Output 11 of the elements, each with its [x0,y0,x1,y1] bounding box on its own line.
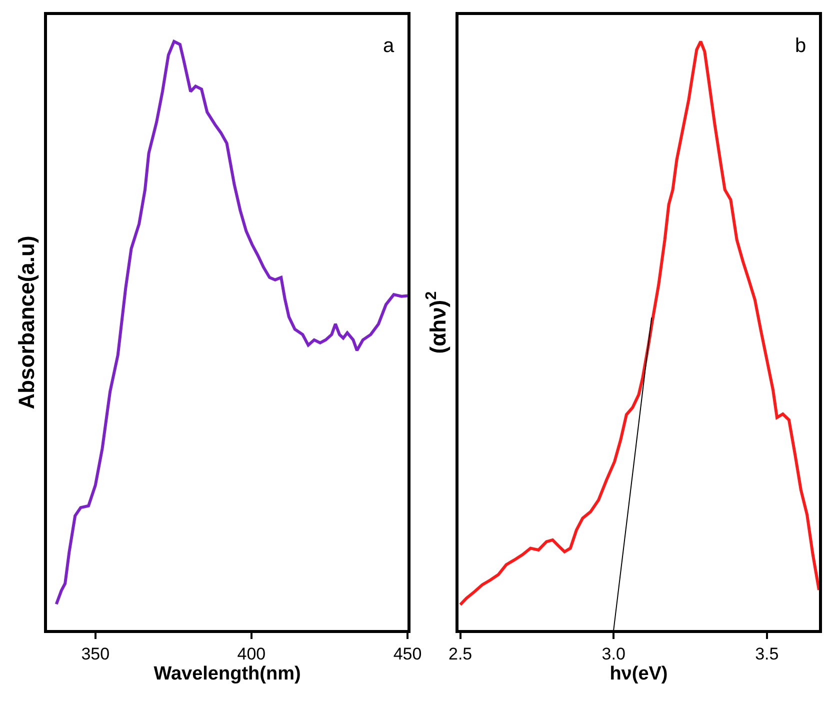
annotation: b [795,35,806,57]
x-tick-label: 350 [81,644,110,664]
y-axis-title: Absorbance(a.u) [14,236,39,410]
x-axis-title: Wavelength(nm) [154,663,301,684]
x-tick-label: 400 [237,644,266,664]
x-tick-label: 2.5 [448,644,472,664]
x-tick-label: 3.0 [602,644,626,664]
annotation: a [383,35,395,57]
x-tick-label: 3.5 [755,644,779,664]
x-axis-title: hν(eV) [610,663,668,684]
x-tick-label: 450 [393,644,422,664]
